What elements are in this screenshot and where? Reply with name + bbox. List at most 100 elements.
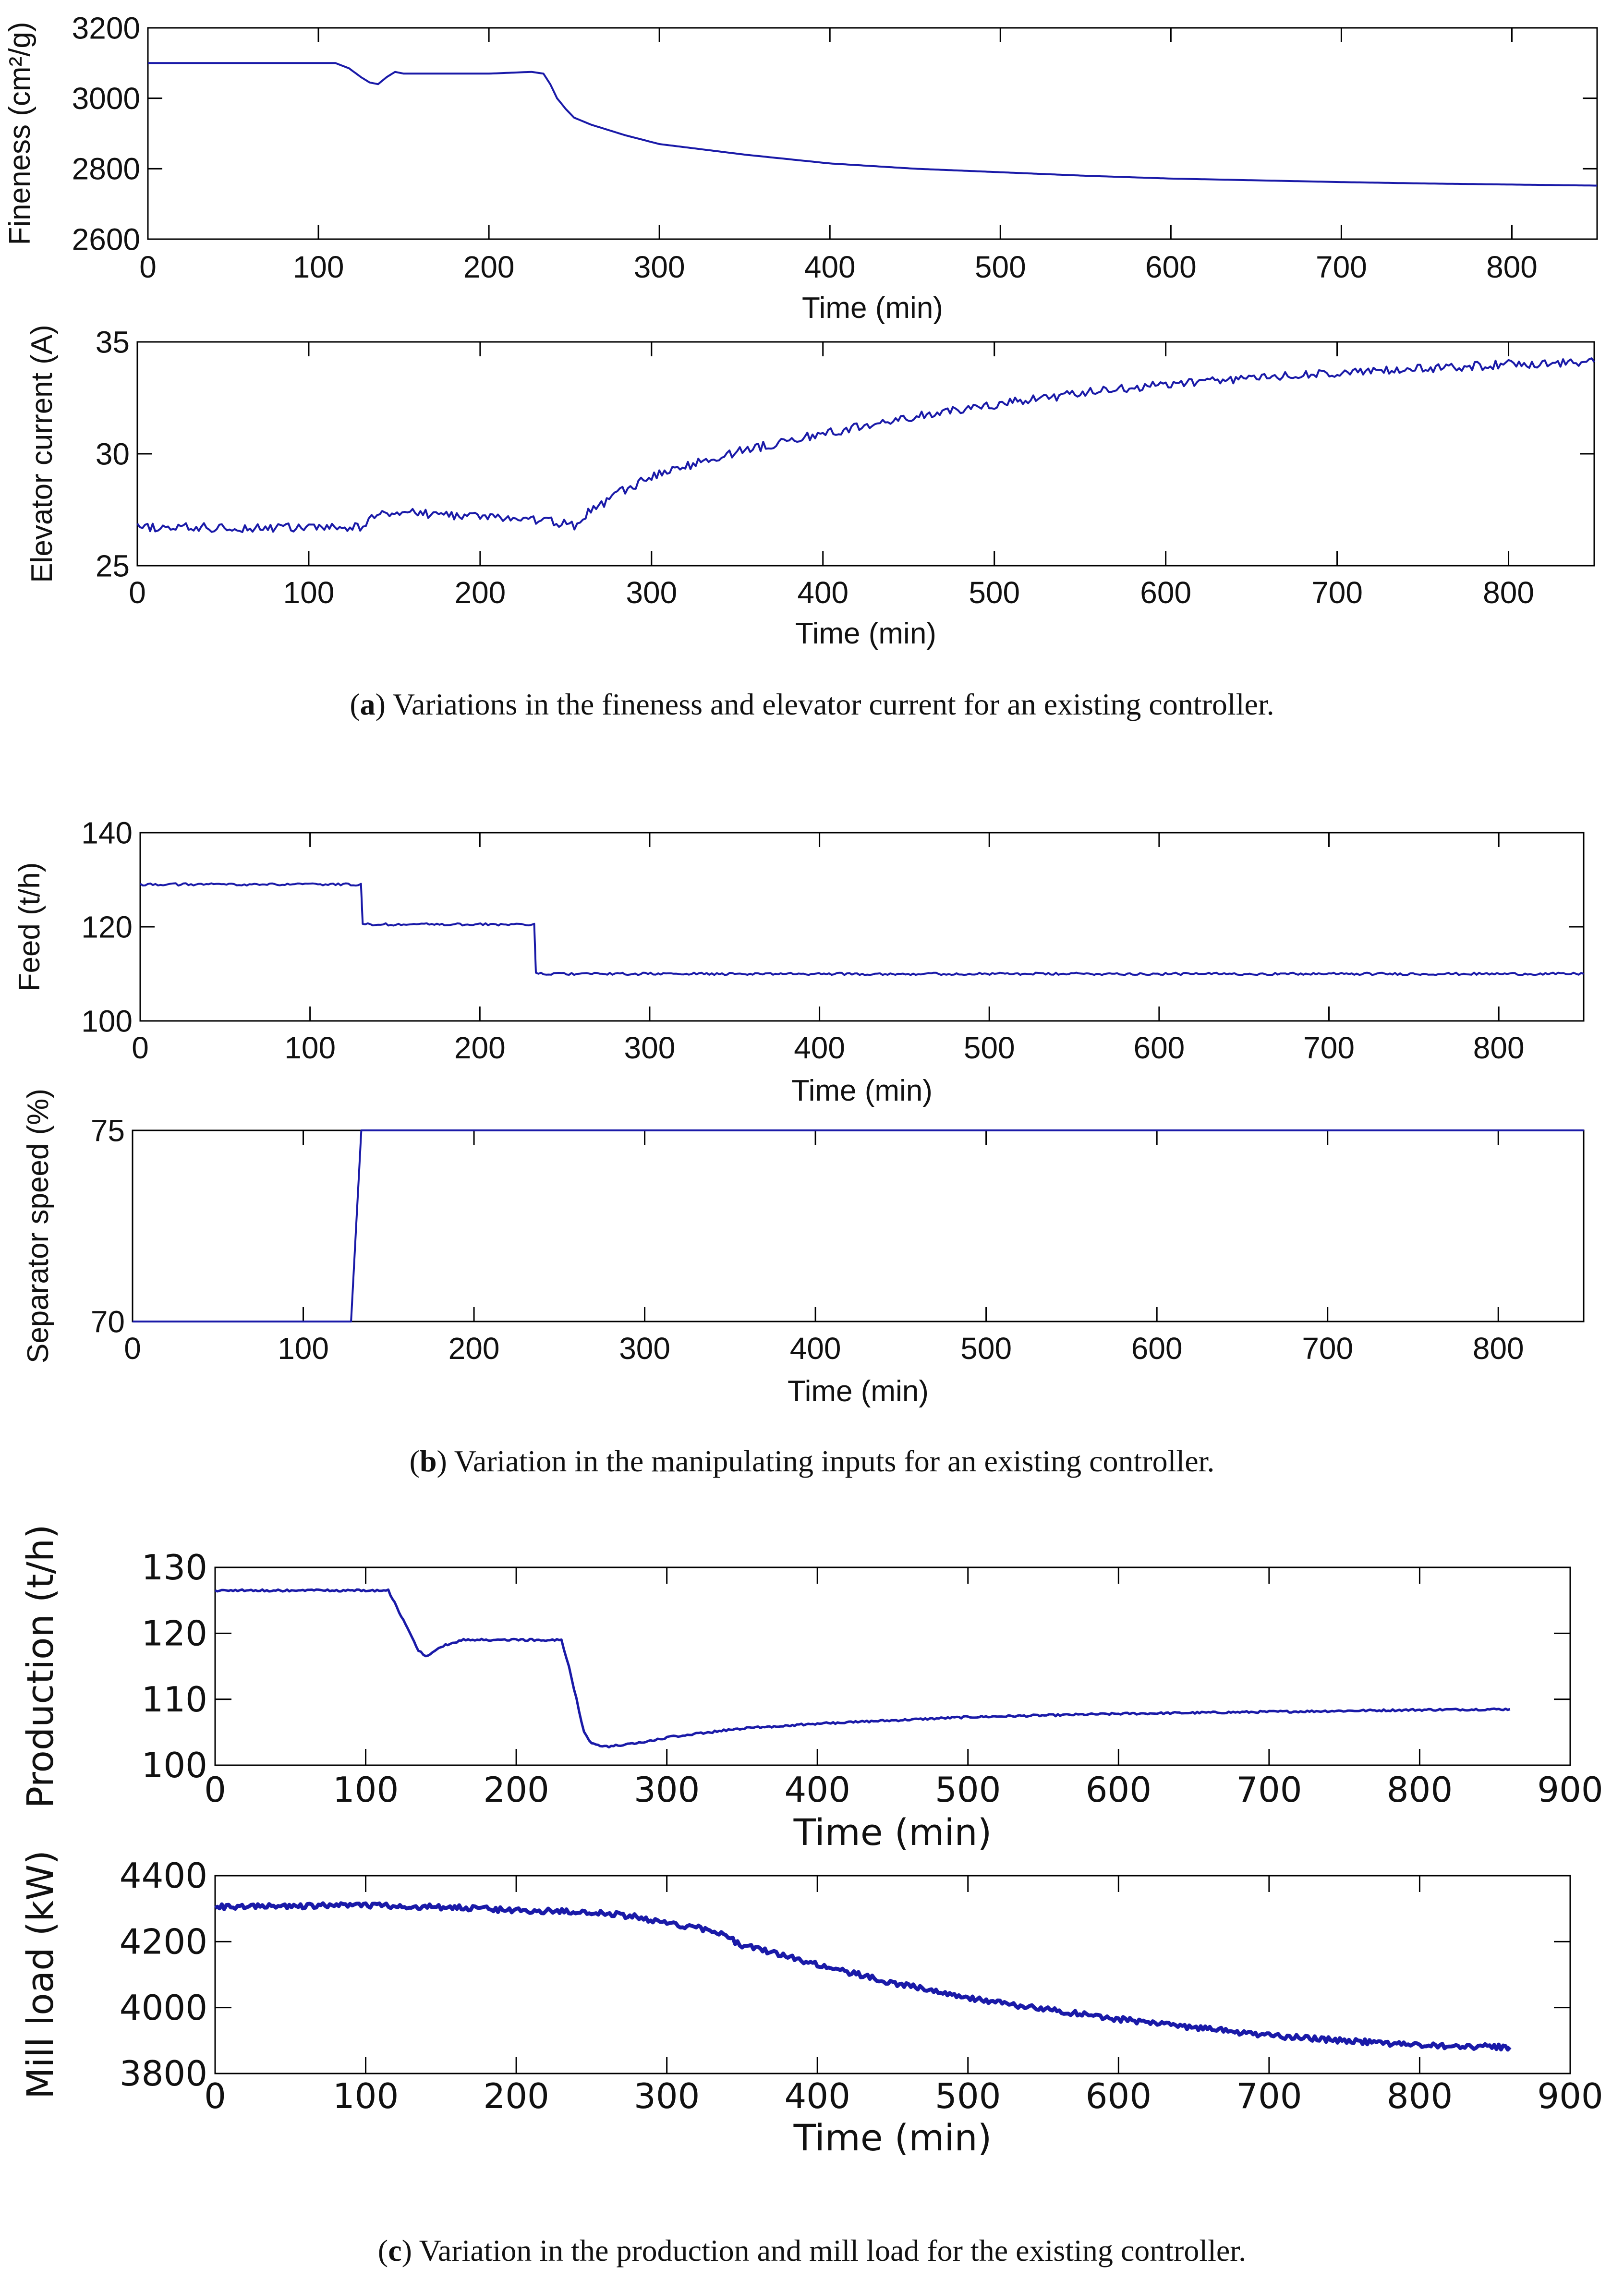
production-x-tick-label: 200 [483,1770,549,1810]
separator-x-tick-label: 200 [448,1331,500,1366]
millload-x-tick-label: 800 [1387,2076,1453,2116]
chart-elevator: 0 100 200 300 400 500 600 700 800 25 30 35 Time (min… [25,325,1595,650]
millload-x-tick-label: 900 [1537,2076,1603,2116]
separator-x-tick-label: 100 [278,1331,329,1366]
fineness-x-tick-label: 600 [1145,250,1197,284]
fineness-y-tick-label: 2600 [72,222,140,256]
millload-x-tick-label: 100 [333,2076,399,2116]
elevator-x-tick-label: 500 [969,575,1020,610]
elevator-x-tick-label: 800 [1483,575,1534,610]
caption-a-text: ) Variations in the fineness and elevato… [375,687,1274,721]
chart-millload: 0 100 200 300 400 500 600 700 800 900 3800 4000 4200… [19,1850,1603,2159]
separator-y-tick-label: 70 [91,1304,125,1339]
elevator-x-tick-label: 400 [797,575,848,610]
millload-y-tick-label: 3800 [120,2053,207,2094]
production-x-tick-label: 600 [1086,1770,1151,1810]
millload-y-tick-label: 4000 [120,1988,207,2028]
fineness-x-tick-label: 300 [634,250,685,284]
millload-plot-frame [214,1875,1571,2074]
millload-x-tick-label: 300 [634,2076,700,2116]
caption-a: (a) Variations in the fineness and eleva… [350,687,1274,721]
millload-x-tick-label: 400 [785,2076,850,2116]
fineness-x-tick-label: 0 [139,250,157,284]
chart-separator: 0 100 200 300 400 500 600 700 800 70 75 Time (min) S… [22,1089,1585,1408]
chart-production: 0 100 200 300 400 500 600 700 800 900100110120130… [19,1524,1603,1854]
production-x-axis-label: Time (min) [793,1811,992,1854]
elevator-y-tick-label: 30 [96,437,130,471]
fineness-x-axis-label: Time (min) [802,291,943,325]
fineness-x-tick-label: 700 [1316,250,1367,284]
caption-b-letter: b [419,1444,437,1478]
separator-x-tick-label: 800 [1473,1331,1524,1366]
elevator-x-tick-label: 200 [454,575,506,610]
production-x-tick-label: 800 [1387,1770,1453,1810]
millload-x-tick-label: 700 [1236,2076,1302,2116]
production-x-tick-label: 100 [333,1770,399,1810]
feed-y-tick-label: 140 [81,815,133,850]
fineness-x-tick-label: 200 [463,250,515,284]
elevator-x-tick-label: 700 [1311,575,1363,610]
millload-x-tick-label: 600 [1086,2076,1151,2116]
production-y-tick-label: 120 [142,1613,207,1654]
fineness-x-tick-label: 800 [1486,250,1538,284]
caption-b-text: ) Variation in the manipulating inputs f… [436,1444,1215,1478]
fineness-x-tick-label: 100 [293,250,344,284]
millload-x-axis-label: Time (min) [793,2116,992,2159]
fineness-x-tick-label: 400 [804,250,856,284]
elevator-x-tick-label: 300 [626,575,677,610]
fineness-y-tick-label: 3000 [72,81,140,116]
millload-series-line [214,1901,1512,2052]
fineness-y-tick-label: 3200 [72,11,140,45]
elevator-x-axis-label: Time (min) [795,617,936,650]
millload-x-tick-label: 200 [483,2076,549,2116]
separator-x-tick-label: 300 [619,1331,670,1366]
feed-y-axis-label: Feed (t/h) [13,862,46,992]
production-y-tick-label: 110 [142,1679,207,1720]
caption-a-letter: a [360,687,376,721]
caption-c: (c) Variation in the production and mill… [377,2233,1247,2268]
millload-y-tick-label: 4400 [120,1856,207,1896]
elevator-x-tick-label: 0 [129,575,146,610]
caption-c-text: ) Variation in the production and mill l… [401,2233,1247,2268]
production-y-tick-label: 130 [142,1547,207,1588]
elevator-x-tick-label: 100 [283,575,335,610]
production-series-line [215,1588,1511,1749]
fineness-y-axis-label: Fineness (cm²/g) [3,22,36,245]
caption-b: (b) Variation in the manipulating inputs… [409,1444,1215,1478]
separator-x-tick-label: 500 [960,1331,1012,1366]
feed-y-tick-label: 120 [81,910,133,944]
elevator-x-tick-label: 600 [1140,575,1191,610]
separator-series-line [133,1129,1584,1322]
separator-x-tick-label: 700 [1302,1331,1353,1366]
millload-y-axis-label: Mill load (kW) [19,1850,61,2099]
elevator-plot-frame [136,341,1595,567]
separator-y-tick-label: 75 [91,1113,125,1148]
separator-x-axis-label: Time (min) [788,1375,929,1408]
feed-series-line [139,882,1584,976]
feed-x-tick-label: 200 [454,1031,506,1065]
feed-x-tick-label: 300 [624,1031,676,1065]
feed-x-tick-label: 700 [1303,1031,1355,1065]
production-x-tick-label: 400 [785,1770,850,1810]
production-y-axis-label: Production (t/h) [19,1524,61,1808]
separator-x-tick-label: 400 [790,1331,841,1366]
separator-plot-frame [132,1129,1585,1322]
feed-y-tick-label: 100 [81,1004,133,1038]
feed-x-tick-label: 100 [284,1031,336,1065]
separator-x-tick-label: 600 [1131,1331,1183,1366]
production-x-tick-label: 300 [634,1770,700,1810]
feed-x-tick-label: 600 [1133,1031,1185,1065]
fineness-x-tick-label: 500 [975,250,1026,284]
fineness-y-tick-label: 2800 [72,152,140,186]
millload-x-tick-label: 0 [204,2076,226,2116]
elevator-series-line [136,357,1595,533]
feed-x-axis-label: Time (min) [791,1074,933,1107]
millload-x-tick-label: 500 [935,2076,1001,2116]
production-x-tick-label: 900 [1537,1770,1603,1810]
feed-x-tick-label: 500 [964,1031,1015,1065]
feed-plot-frame [139,832,1585,1022]
feed-x-tick-label: 400 [794,1031,845,1065]
separator-x-tick-label: 0 [124,1331,141,1366]
